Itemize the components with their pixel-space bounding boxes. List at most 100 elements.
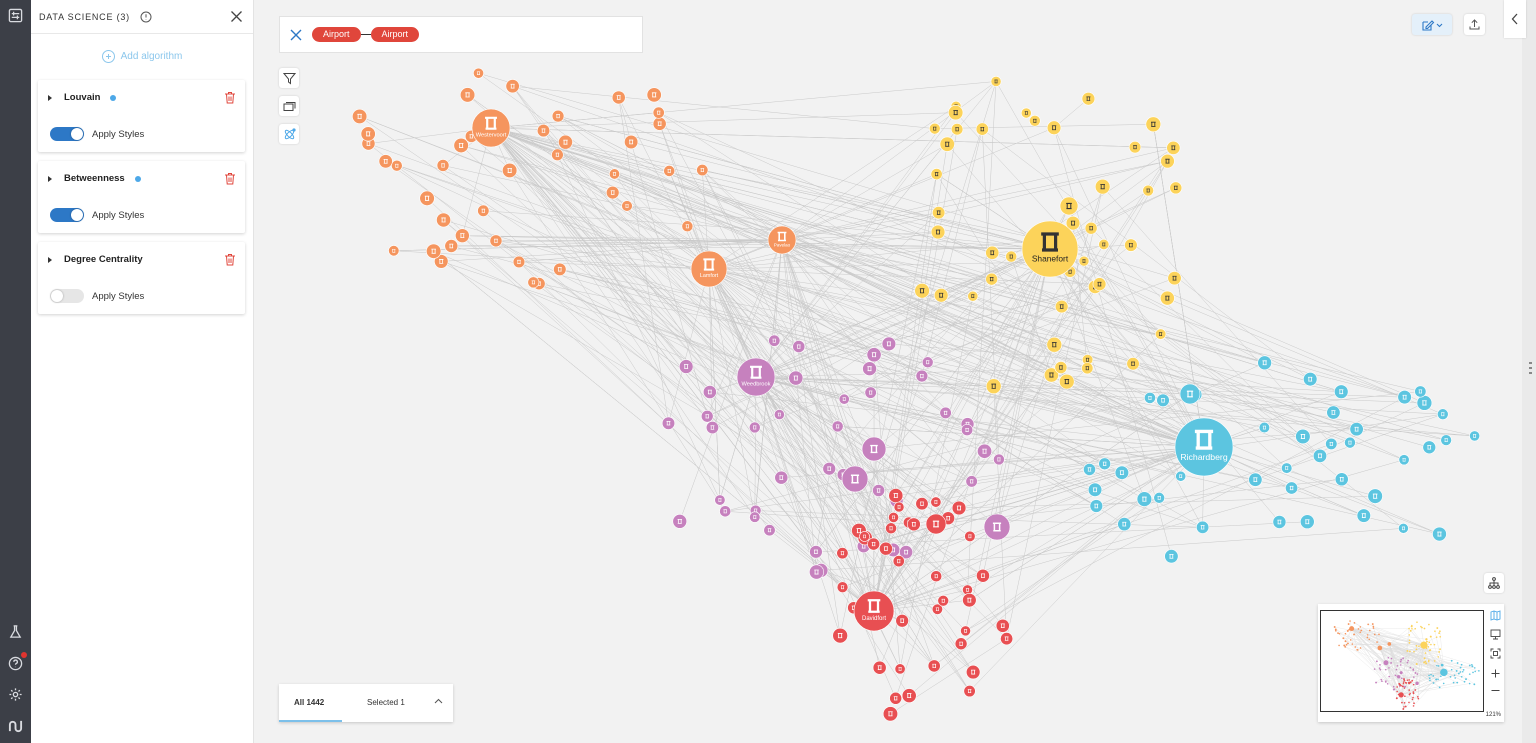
graph-node[interactable]	[792, 340, 806, 353]
graph-node[interactable]	[864, 386, 877, 399]
graph-node[interactable]	[1156, 393, 1170, 407]
query-pill-source[interactable]: Airport	[312, 27, 361, 42]
graph-node[interactable]	[838, 393, 850, 405]
fit-to-screen-button[interactable]	[1489, 647, 1501, 659]
graph-node[interactable]	[928, 122, 941, 135]
layout-button[interactable]	[1484, 573, 1504, 593]
data-science-tool-button[interactable]	[279, 124, 299, 144]
graph-node[interactable]	[899, 545, 914, 560]
graph-node[interactable]	[1356, 508, 1371, 523]
graph-node[interactable]	[1153, 492, 1165, 504]
graph-node[interactable]	[391, 159, 403, 172]
graph-node[interactable]	[866, 347, 882, 363]
graph-node[interactable]	[768, 334, 781, 347]
graph-node[interactable]	[809, 545, 823, 559]
graph-node[interactable]	[1160, 153, 1175, 169]
add-algorithm-button[interactable]: Add algorithm	[31, 34, 253, 78]
graph-node[interactable]	[1092, 277, 1107, 291]
graph-node[interactable]	[473, 67, 484, 79]
graph-node[interactable]	[960, 625, 971, 637]
close-panel-icon[interactable]	[230, 10, 243, 23]
graph-node[interactable]	[646, 87, 662, 103]
graph-node[interactable]	[841, 465, 869, 493]
graph-node[interactable]	[1166, 140, 1181, 155]
graph-node[interactable]	[1349, 422, 1364, 437]
graph-node[interactable]	[930, 224, 946, 240]
graph-node[interactable]	[1334, 472, 1349, 487]
graph-node[interactable]	[1098, 457, 1111, 471]
graph-node[interactable]	[963, 685, 976, 698]
graph-node[interactable]	[1020, 107, 1032, 119]
graph-node[interactable]	[927, 659, 941, 673]
graph-node[interactable]	[749, 511, 761, 523]
graph-node[interactable]	[1398, 454, 1410, 466]
graph-node[interactable]	[459, 87, 476, 103]
graph-node[interactable]	[1059, 373, 1075, 390]
selected-count-tab[interactable]: Selected 1	[367, 698, 405, 707]
help-icon[interactable]	[7, 655, 24, 672]
graph-node[interactable]	[822, 461, 836, 476]
graph-node[interactable]	[1059, 196, 1079, 216]
graph-node[interactable]	[719, 505, 732, 518]
graph-node[interactable]	[605, 185, 620, 200]
graph-node[interactable]	[1257, 355, 1272, 371]
presentation-button[interactable]	[1489, 628, 1501, 640]
graph-node[interactable]	[672, 514, 688, 529]
layers-button[interactable]	[279, 96, 299, 116]
graph-node[interactable]	[453, 137, 469, 154]
graph-node[interactable]	[551, 148, 564, 161]
graph-node[interactable]	[502, 162, 518, 179]
graph-node[interactable]	[1258, 421, 1270, 434]
graph-node[interactable]	[1142, 184, 1154, 197]
graph-node[interactable]	[954, 637, 968, 651]
graph-node[interactable]	[444, 239, 459, 253]
graph-node[interactable]	[1054, 361, 1068, 374]
graph-node[interactable]	[1175, 470, 1187, 482]
graph-node[interactable]	[1440, 434, 1452, 446]
info-icon[interactable]	[140, 11, 152, 23]
graph-node[interactable]	[1078, 255, 1090, 267]
graph-node[interactable]	[512, 255, 526, 269]
graph-node[interactable]	[1164, 549, 1179, 564]
graph-node[interactable]	[892, 555, 905, 568]
graph-node[interactable]	[477, 204, 490, 217]
graph-node[interactable]	[536, 124, 551, 138]
graph-node[interactable]	[937, 594, 949, 607]
graph-node[interactable]	[436, 159, 450, 172]
graph-node[interactable]	[1416, 395, 1433, 411]
graph-hub-node[interactable]: Pavelao	[767, 225, 797, 255]
flask-icon[interactable]	[7, 623, 24, 640]
graph-node[interactable]	[788, 370, 804, 386]
graph-node[interactable]	[551, 109, 565, 123]
graph-node[interactable]	[809, 564, 824, 580]
graph-node[interactable]	[964, 530, 976, 542]
graph-node[interactable]	[1325, 437, 1338, 450]
graph-node[interactable]	[859, 531, 870, 542]
expand-caret-icon[interactable]	[48, 94, 52, 101]
graph-node[interactable]	[621, 200, 633, 212]
graph-node[interactable]	[867, 537, 881, 551]
graph-node[interactable]	[489, 234, 503, 248]
expand-caret-icon[interactable]	[48, 256, 52, 263]
graph-node[interactable]	[1160, 290, 1175, 306]
graph-node[interactable]	[879, 541, 893, 556]
graph-node[interactable]	[714, 494, 726, 506]
graph-node[interactable]	[652, 106, 665, 119]
graph-node[interactable]	[702, 385, 717, 399]
graph-node[interactable]	[862, 361, 877, 376]
delete-icon[interactable]	[224, 253, 236, 266]
graph-node[interactable]	[933, 287, 949, 303]
graph-node[interactable]	[663, 165, 676, 177]
graph-node[interactable]	[763, 524, 776, 537]
graph-node[interactable]	[1043, 367, 1059, 383]
clear-query-icon[interactable]	[290, 29, 302, 41]
graph-node[interactable]	[894, 663, 906, 675]
graph-hub-node[interactable]: Shanefort	[1021, 220, 1079, 278]
graph-hub-node[interactable]: Richardberg	[1174, 417, 1234, 477]
graph-node[interactable]	[965, 664, 981, 680]
graph-node[interactable]	[1344, 436, 1356, 449]
graph-node[interactable]	[915, 497, 929, 511]
graph-node[interactable]	[967, 290, 979, 302]
query-pill-target[interactable]: Airport	[370, 27, 420, 42]
graph-node[interactable]	[1046, 336, 1063, 353]
